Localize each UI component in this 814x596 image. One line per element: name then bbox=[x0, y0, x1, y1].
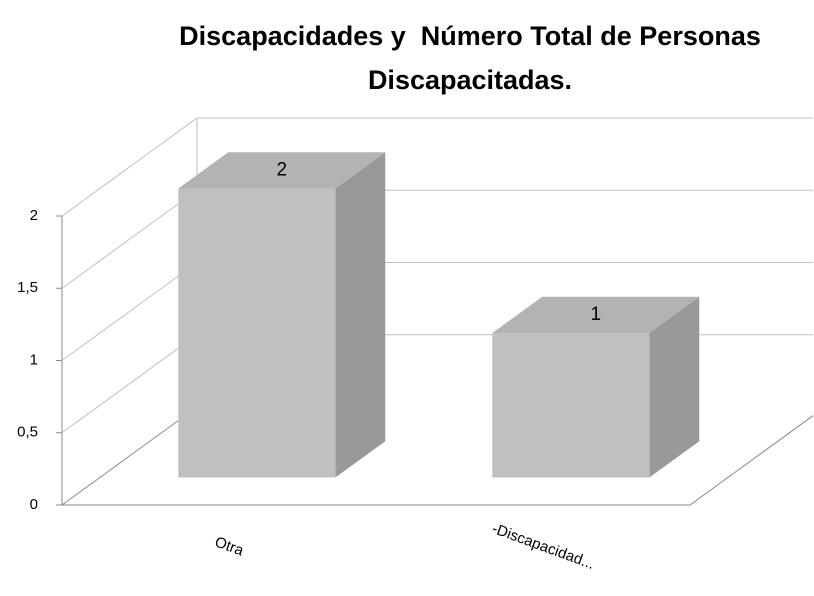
bar-top bbox=[492, 296, 700, 334]
floor-left bbox=[61, 406, 198, 506]
data-label: 2 bbox=[276, 159, 287, 180]
grid-line bbox=[61, 117, 198, 217]
bar bbox=[492, 333, 650, 478]
floor-right bbox=[689, 415, 814, 506]
grid-line bbox=[61, 262, 198, 361]
x-tick-label: -Discapacidad... bbox=[490, 520, 597, 573]
bar bbox=[178, 188, 336, 478]
y-tick-label: 0 bbox=[30, 496, 38, 513]
grid-line bbox=[61, 334, 198, 434]
y-tick-label: 1,5 bbox=[17, 279, 38, 296]
y-tick-label: 0,5 bbox=[17, 424, 38, 441]
data-label: 1 bbox=[590, 304, 601, 325]
y-tick-label: 2 bbox=[30, 207, 38, 224]
bar-top bbox=[178, 152, 386, 189]
x-tick-label: Otra bbox=[213, 534, 247, 560]
chart-title: Discapacidades y Número Total de Persona… bbox=[179, 21, 769, 95]
grid-line bbox=[61, 189, 198, 289]
bar-side bbox=[649, 296, 700, 478]
y-tick-label: 1 bbox=[30, 351, 38, 368]
bar-side bbox=[335, 152, 386, 478]
